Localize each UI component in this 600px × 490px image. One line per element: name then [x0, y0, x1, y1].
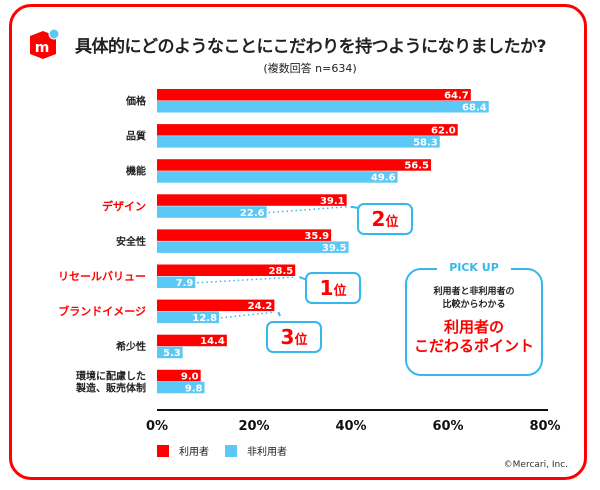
bar-value-label: 5.3 [163, 348, 181, 359]
bar-value-label: 58.3 [413, 138, 438, 149]
bar-nonuser [157, 311, 220, 324]
bar-nonuser [157, 171, 398, 183]
bar-value-label: 49.6 [371, 173, 396, 184]
rank-callout-3: 3位 [266, 321, 322, 353]
bar-nonuser [157, 101, 489, 113]
bar-value-label: 64.7 [444, 91, 469, 102]
rank-suffix: 位 [294, 333, 308, 348]
bar-user [157, 299, 275, 312]
bar-nonuser [157, 241, 349, 253]
category-label: 安全性 [116, 235, 146, 248]
bar-value-label: 9.0 [181, 371, 199, 382]
bar-value-label: 35.9 [304, 231, 329, 242]
pickup-sub1: 利用者と非利用者の [433, 287, 515, 297]
rank-suffix: 位 [385, 215, 399, 230]
category-label: デザイン [102, 199, 146, 213]
x-tick-label: 60% [432, 419, 463, 434]
bar-user [157, 194, 347, 206]
pickup-box: PICK UP 利用者と非利用者の 比較からわかる 利用者の こだわるポイント [405, 261, 543, 376]
bar-user [157, 334, 227, 347]
bar-value-label: 62.0 [431, 126, 456, 137]
category-label: 品質 [126, 130, 146, 143]
bar-user [157, 159, 432, 171]
bar-nonuser [157, 136, 440, 148]
category-label: リセールバリュー [58, 270, 146, 283]
rank-number: 1 [319, 276, 334, 300]
bar-value-label: 14.4 [200, 336, 225, 347]
category-label: 希少性 [115, 340, 146, 353]
mercari-logo-icon: m [30, 28, 60, 59]
bar-user [157, 264, 296, 276]
red-frame [9, 4, 587, 480]
legend-swatch-user [157, 444, 169, 457]
bar-value-label: 39.1 [320, 196, 345, 207]
pickup-big1: 利用者の [443, 318, 504, 336]
rank-suffix: 位 [333, 284, 347, 299]
dotted-connector [197, 276, 296, 284]
bar-nonuser [157, 381, 205, 394]
bar-value-label: 39.5 [322, 243, 347, 254]
bar-value-label: 9.8 [185, 383, 203, 394]
bar-value-label: 24.2 [248, 301, 273, 312]
bar-value-label: 56.5 [404, 161, 429, 172]
rank-callout-2: 2位 [357, 203, 413, 235]
bar-nonuser [157, 206, 267, 218]
bar-value-label: 68.4 [462, 103, 487, 114]
svg-text:m: m [35, 40, 50, 56]
x-tick-label: 40% [335, 419, 366, 434]
pickup-heading: PICK UP [437, 261, 511, 274]
bar-user [157, 369, 201, 382]
category-label: 価格 [125, 95, 147, 108]
legend-label: 利用者 [179, 447, 209, 458]
category-label: ブランドイメージ [58, 304, 146, 318]
copyright: ©Mercari, Inc. [503, 460, 568, 470]
bar-user [157, 89, 471, 101]
chart-subtitle: (複数回答 n=634) [263, 62, 357, 75]
category-label: 製造、販売体制 [75, 381, 146, 394]
rank-number: 2 [371, 207, 386, 231]
legend-label: 非利用者 [247, 447, 287, 458]
bar-value-label: 12.8 [192, 313, 217, 324]
legend-swatch-nonuser [225, 444, 237, 457]
bar-nonuser [157, 346, 183, 359]
x-tick-label: 0% [146, 419, 168, 434]
dotted-connector [220, 311, 275, 319]
bar-nonuser [157, 276, 196, 288]
category-label: 機能 [126, 165, 146, 178]
legend-item-user: 利用者 [157, 443, 209, 458]
pickup-sub2: 比較からわかる [442, 300, 506, 310]
legend-item-nonuser: 非利用者 [225, 443, 287, 458]
pickup-big2: こだわるポイント [413, 337, 534, 355]
bar-user [157, 124, 458, 136]
rank-callout-1: 1位 [305, 272, 361, 304]
bar-value-label: 22.6 [240, 208, 265, 219]
x-tick-label: 80% [529, 419, 560, 434]
bar-value-label: 28.5 [269, 266, 294, 277]
rank-number: 3 [280, 325, 295, 349]
x-tick-label: 20% [238, 419, 269, 434]
bar-user [157, 229, 332, 241]
category-label: 環境に配慮した [76, 369, 146, 382]
dotted-connector [268, 206, 347, 214]
chart-title: 具体的にどのようなことにこだわりを持つようになりましたか? [75, 37, 547, 57]
callout-pointer [277, 311, 281, 317]
bar-value-label: 7.9 [176, 278, 194, 289]
